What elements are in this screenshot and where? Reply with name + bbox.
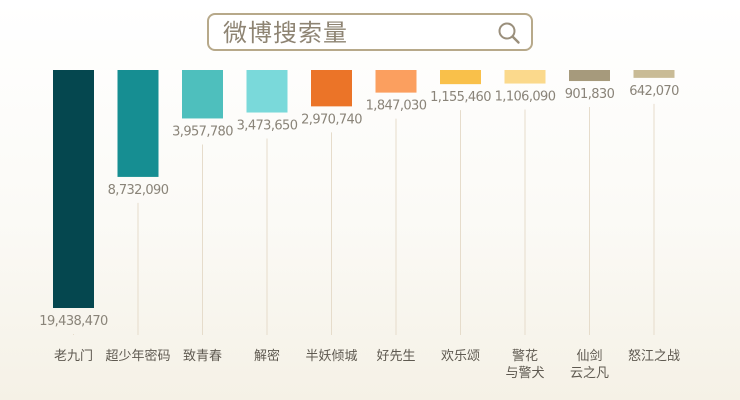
category-label: 致青春 <box>183 349 222 364</box>
category-label: 仙剑云之凡 <box>570 348 609 381</box>
search-label: 微博搜索量 <box>223 19 348 47</box>
value-label: 3,473,650 <box>237 119 298 134</box>
bar <box>569 70 610 82</box>
category-label: 怒江之战 <box>628 349 680 364</box>
value-label: 19,438,470 <box>39 314 108 329</box>
bar <box>182 70 223 119</box>
bar <box>504 70 546 84</box>
bar <box>246 70 288 113</box>
value-label: 901,830 <box>565 87 615 102</box>
category-label: 老九门 <box>54 349 93 364</box>
bar <box>311 70 352 107</box>
category-label: 警花与警犬 <box>505 348 544 381</box>
category-label: 超少年密码 <box>105 348 170 364</box>
bar <box>633 70 675 78</box>
category-label: 好先生 <box>376 349 415 364</box>
value-label: 1,155,460 <box>430 90 491 105</box>
bar <box>440 70 481 85</box>
value-label: 1,847,030 <box>366 99 427 114</box>
search-icon[interactable] <box>497 21 521 45</box>
bar <box>117 70 159 177</box>
category-label: 半妖倾城 <box>305 349 357 364</box>
value-label: 8,732,090 <box>108 183 169 198</box>
value-label: 1,106,090 <box>495 90 556 105</box>
category-label: 解密 <box>254 348 280 364</box>
category-label: 欢乐颂 <box>441 349 480 364</box>
value-label: 2,970,740 <box>301 112 362 127</box>
bar <box>375 70 417 93</box>
value-label: 3,957,780 <box>172 124 233 139</box>
bar <box>53 70 94 308</box>
value-label: 642,070 <box>629 84 679 99</box>
search-box[interactable]: 微博搜索量 <box>207 13 533 51</box>
